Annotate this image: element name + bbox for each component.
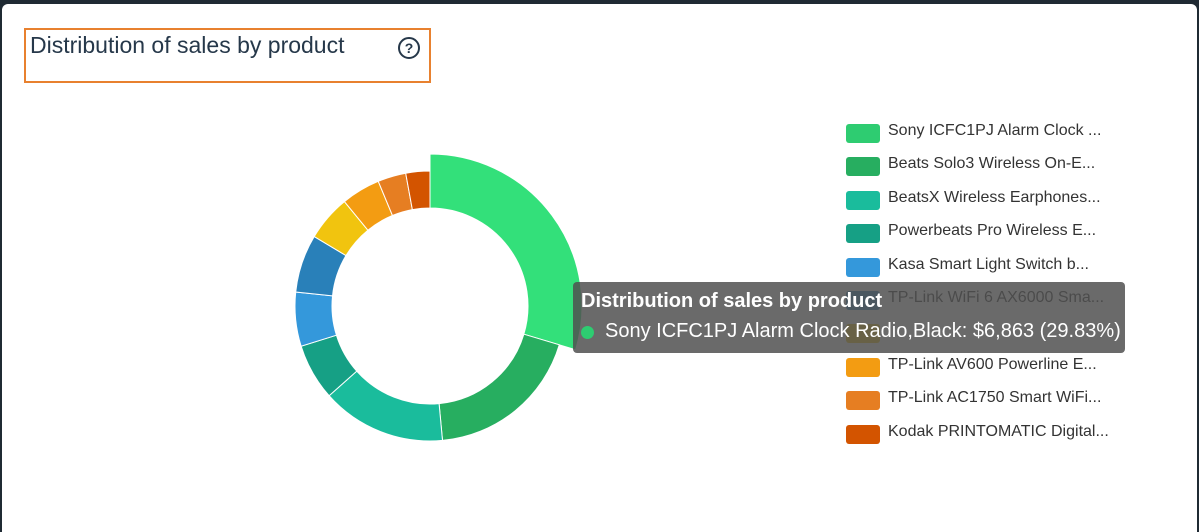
chart-tooltip: Distribution of sales by product Sony IC… (573, 282, 1125, 353)
legend-label: Sony ICFC1PJ Alarm Clock ... (888, 122, 1102, 139)
legend-swatch (846, 157, 880, 177)
legend-label: Beats Solo3 Wireless On-E... (888, 155, 1096, 173)
question-circle-icon[interactable]: ? (398, 37, 420, 59)
legend-label: Kodak PRINTOMATIC Digital... (888, 422, 1109, 440)
tooltip-series-dot (581, 326, 594, 339)
legend-swatch (846, 224, 880, 244)
legend-swatch (846, 257, 880, 277)
legend-swatch (846, 124, 880, 143)
tooltip-value: Sony ICFC1PJ Alarm Clock Radio,Black: $6… (605, 320, 1121, 342)
donut-slice[interactable] (328, 370, 444, 442)
legend-label: Powerbeats Pro Wireless E... (888, 222, 1097, 240)
legend-swatch (846, 424, 880, 444)
donut-slice[interactable] (405, 170, 431, 211)
title-highlight-box (24, 28, 431, 83)
donut-slice[interactable] (438, 333, 560, 441)
donut-slice[interactable] (429, 153, 583, 351)
legend-label: Kasa Smart Light Switch b... (888, 255, 1089, 273)
tooltip-title: Distribution of sales by product (581, 290, 883, 312)
legend-swatch (846, 391, 880, 411)
legend-swatch (846, 190, 880, 210)
legend-label: TP-Link AC1750 Smart WiFi... (888, 389, 1102, 407)
legend-label: BeatsX Wireless Earphones... (888, 188, 1101, 206)
legend-swatch (846, 357, 880, 377)
chart-title: Distribution of sales by product (30, 32, 345, 58)
legend-label: TP-Link AV600 Powerline E... (888, 355, 1097, 373)
chart-card (2, 4, 1197, 532)
